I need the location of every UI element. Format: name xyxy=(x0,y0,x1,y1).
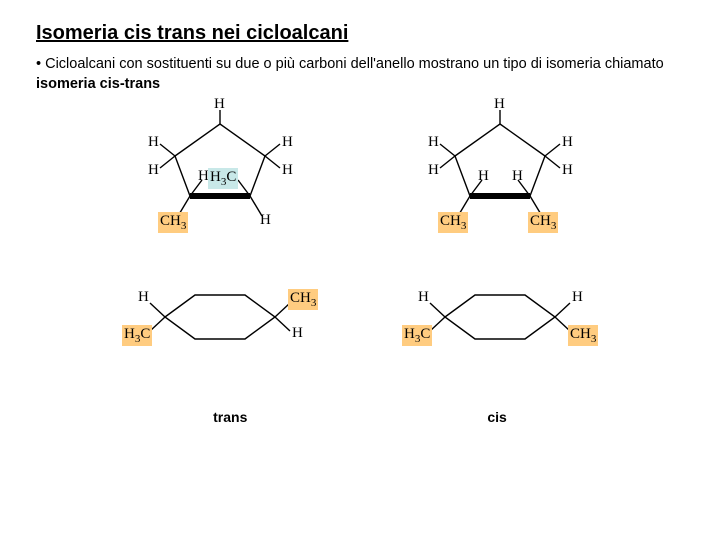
label-h: H xyxy=(562,162,573,179)
label-h: H xyxy=(418,289,429,306)
label-h: H xyxy=(148,134,159,151)
label-h: H xyxy=(572,289,583,306)
label-ch3: CH3 xyxy=(438,212,468,233)
label-h: H xyxy=(562,134,573,151)
slide-title: Isomeria cis trans nei cicloalcani xyxy=(36,22,684,45)
molecule-cyclohexane-trans: H H3C CH3 H xyxy=(120,267,320,367)
label-ch3: CH3 xyxy=(568,325,598,346)
label-h: H xyxy=(428,134,439,151)
label-h: H xyxy=(282,162,293,179)
bullet-body: • Cicloalcani con sostituenti su due o p… xyxy=(36,56,664,72)
cyclohexane-trans-svg xyxy=(120,267,320,367)
label-h3c: H3C xyxy=(402,325,432,346)
molecule-cyclohexane-cis: H H3C H CH3 xyxy=(400,267,600,367)
label-h: H xyxy=(428,162,439,179)
label-h: H xyxy=(512,168,523,185)
label-ch3: CH3 xyxy=(528,212,558,233)
molecule-cyclopentane-cis: H H H H H H H CH3 CH3 xyxy=(400,104,600,239)
row-cyclopentanes: H H H H H H CH3 H3C H xyxy=(120,104,600,239)
bullet-text: • Cicloalcani con sostituenti su due o p… xyxy=(36,55,684,94)
label-h: H xyxy=(494,96,505,113)
label-h: H xyxy=(478,168,489,185)
label-ch3: CH3 xyxy=(288,289,318,310)
label-h3c: H3C xyxy=(122,325,152,346)
figures-area: H H H H H H CH3 H3C H xyxy=(36,104,684,425)
molecule-cyclopentane-trans: H H H H H H CH3 H3C H xyxy=(120,104,320,239)
label-h: H xyxy=(214,96,225,113)
row-cyclohexanes: H H3C CH3 H H H xyxy=(120,267,600,367)
label-h: H xyxy=(260,212,271,229)
caption-cis: cis xyxy=(487,409,506,425)
cyclohexane-cis-svg xyxy=(400,267,600,367)
label-h: H xyxy=(138,289,149,306)
label-h: H xyxy=(148,162,159,179)
caption-trans: trans xyxy=(213,409,247,425)
bullet-bold: isomeria cis-trans xyxy=(36,76,160,92)
label-ch3: CH3 xyxy=(158,212,188,233)
label-h: H xyxy=(292,325,303,342)
label-h: H xyxy=(282,134,293,151)
label-h3c: H3C xyxy=(208,168,238,189)
captions-row: trans cis xyxy=(213,409,507,425)
